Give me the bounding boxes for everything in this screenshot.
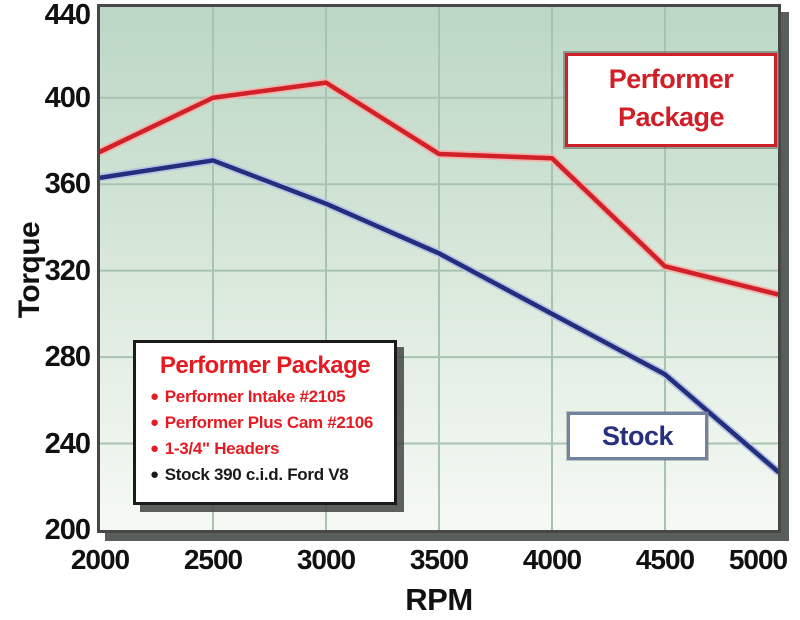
spec-legend-item-3: ● 1-3/4" Headers	[150, 436, 388, 462]
y-tick-360: 360	[44, 168, 91, 201]
spec-legend-item-4: ● Stock 390 c.i.d. Ford V8	[150, 462, 388, 488]
bullet-icon: ●	[150, 388, 159, 405]
x-tick-2500: 2500	[183, 544, 243, 575]
performer-callout-line2: Package	[617, 102, 725, 132]
performer-package-line	[100, 80, 778, 297]
bullet-icon: ●	[150, 440, 159, 457]
spec-legend-item-text: 1-3/4" Headers	[164, 439, 280, 458]
bullet-icon: ●	[150, 414, 159, 431]
x-tick-3000: 3000	[296, 544, 356, 575]
stock-callout: Stock	[567, 412, 708, 460]
x-tick-4500: 4500	[635, 544, 695, 575]
spec-legend-item-text: Performer Plus Cam #2106	[164, 413, 374, 432]
spec-legend-item-1: ● Performer Intake #2105	[150, 384, 388, 410]
x-tick-3500: 3500	[409, 544, 469, 575]
spec-legend-item-2: ● Performer Plus Cam #2106	[150, 410, 388, 436]
performer-package-callout: Performer Package	[565, 53, 777, 147]
spec-legend-item-text: Performer Intake #2105	[164, 387, 346, 406]
stock-callout-text: Stock	[601, 421, 674, 451]
x-tick-5000: 5000	[728, 544, 788, 575]
performer-callout-line1: Performer	[608, 64, 734, 94]
y-tick-320: 320	[44, 254, 91, 287]
y-tick-400: 400	[44, 81, 91, 114]
spec-legend-items: ● Performer Intake #2105 ● Performer Plus C…	[136, 384, 394, 488]
y-tick-280: 280	[44, 341, 91, 374]
y-tick-240: 240	[44, 427, 91, 460]
spec-legend-box: Performer Package ● Performer Intake #210…	[133, 340, 397, 505]
bullet-icon: ●	[150, 466, 159, 483]
y-tick-440: 440	[44, 0, 91, 31]
spec-legend-title: Performer Package	[159, 352, 371, 379]
x-tick-2000: 2000	[70, 544, 130, 575]
y-tick-200: 200	[44, 514, 91, 546]
x-tick-4000: 4000	[522, 544, 582, 575]
y-axis-title: Torque	[13, 221, 46, 319]
spec-legend-item-text: Stock 390 c.i.d. Ford V8	[164, 465, 349, 484]
x-axis-title: RPM	[405, 582, 473, 617]
stock-line	[100, 158, 778, 474]
